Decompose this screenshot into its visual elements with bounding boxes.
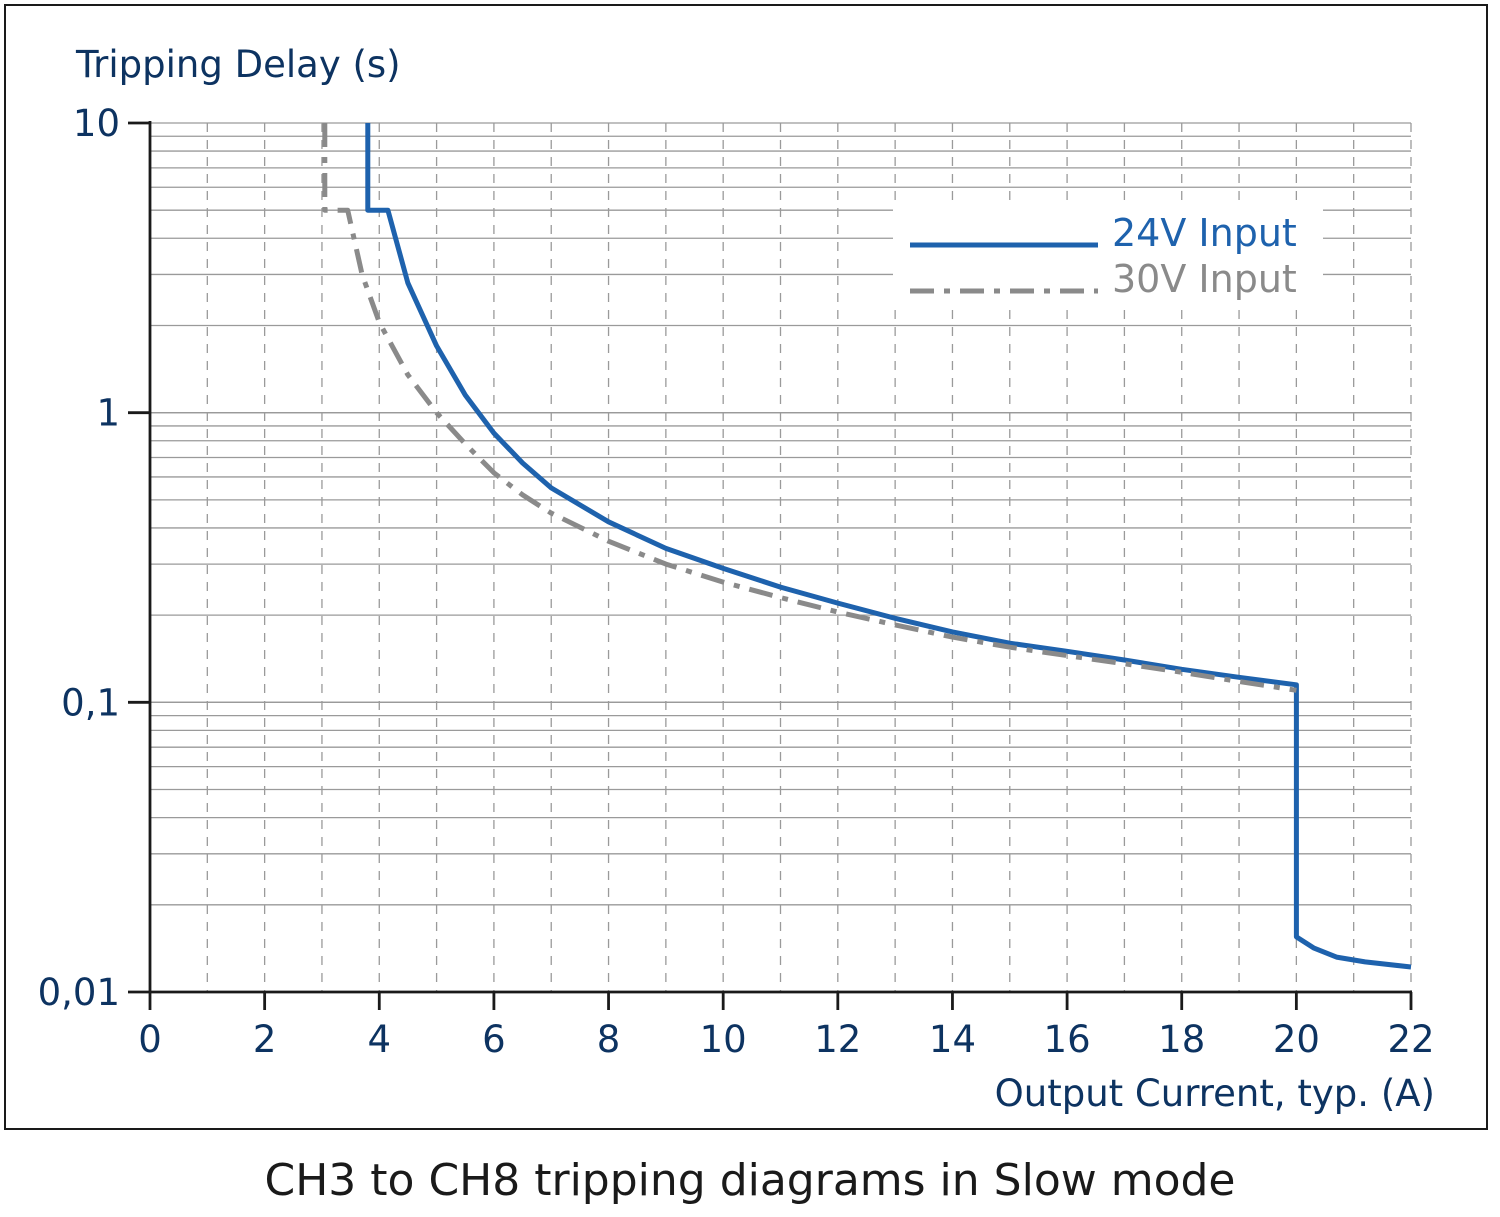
y-tick-label: 10 xyxy=(73,102,120,145)
series-lines xyxy=(322,123,1412,970)
x-tick-label: 0 xyxy=(138,1018,162,1061)
y-tick-label: 0,01 xyxy=(38,971,120,1014)
chart-caption: CH3 to CH8 tripping diagrams in Slow mod… xyxy=(264,1155,1236,1206)
legend-label: 30V Input xyxy=(1112,257,1297,301)
y-tick-label: 1 xyxy=(96,392,120,435)
x-tick-label: 8 xyxy=(597,1018,621,1061)
x-tick-label: 18 xyxy=(1158,1018,1205,1061)
series-line-24v xyxy=(365,123,1412,970)
x-tick-label: 16 xyxy=(1044,1018,1091,1061)
x-axis-label: Output Current, typ. (A) xyxy=(995,1072,1435,1115)
x-tick-label: 14 xyxy=(929,1018,976,1061)
legend-label: 24V Input xyxy=(1112,211,1297,255)
x-tick-label: 6 xyxy=(482,1018,506,1061)
series-line-30v xyxy=(322,123,1297,693)
x-tick-label: 22 xyxy=(1387,1018,1434,1061)
x-tick-label: 2 xyxy=(253,1018,277,1061)
x-tick-label: 12 xyxy=(814,1018,861,1061)
x-tick-label: 4 xyxy=(367,1018,391,1061)
y-tick-label: 0,1 xyxy=(61,681,120,724)
axes: 0,01 0,1 1 10 0 2 4 6 8 10 12 14 16 18 20 22 xyxy=(38,102,1435,1061)
x-tick-label: 10 xyxy=(700,1018,747,1061)
x-tick-label: 20 xyxy=(1273,1018,1320,1061)
chart-frame xyxy=(4,4,1488,1130)
y-axis-label: Tripping Delay (s) xyxy=(75,43,401,86)
